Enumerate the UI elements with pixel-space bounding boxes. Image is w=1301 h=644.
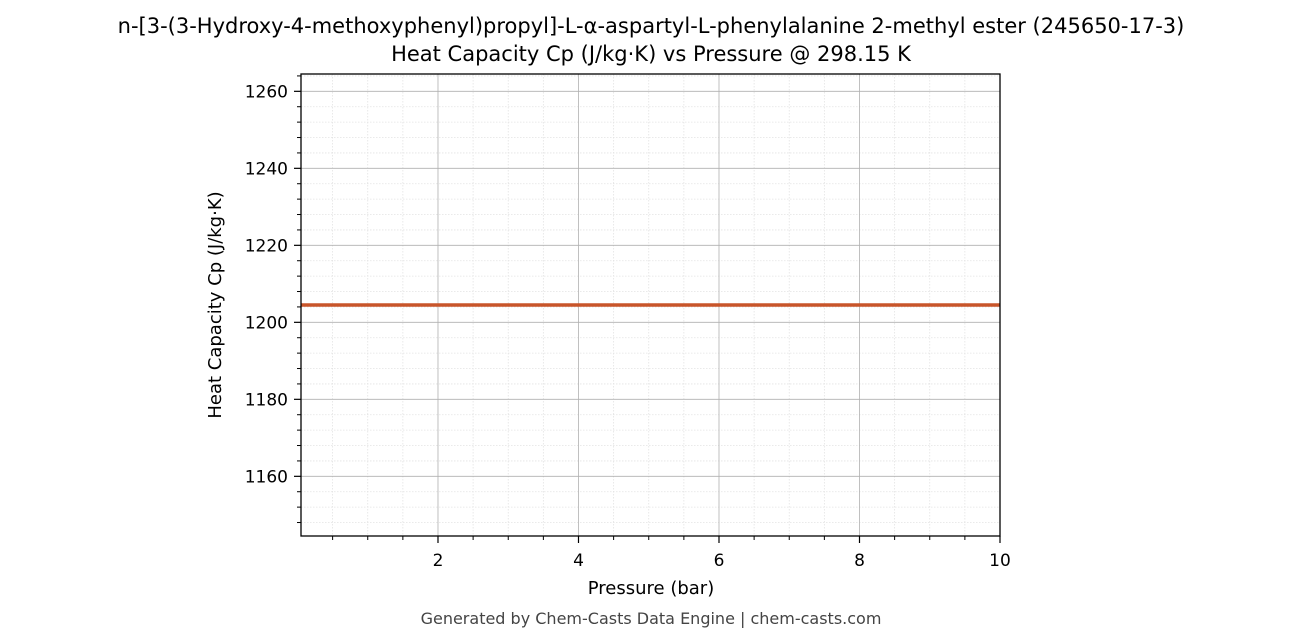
- x-tick-label: 4: [573, 551, 584, 571]
- y-tick-label: 1200: [245, 313, 288, 333]
- y-ticks: 1160 1180 1200 1220 1240 1260: [245, 75, 301, 524]
- x-ticks: 2 4 6 8 10: [332, 536, 1011, 571]
- plot-frame: [300, 73, 1001, 537]
- x-axis-label: Pressure (bar): [588, 578, 714, 599]
- chart-subtitle: Heat Capacity Cp (J/kg·K) vs Pressure @ …: [391, 42, 912, 66]
- footer-credit: Generated by Chem-Casts Data Engine | ch…: [421, 609, 882, 628]
- x-tick-label: 8: [854, 551, 865, 571]
- y-tick-label: 1160: [245, 467, 288, 487]
- y-tick-label: 1180: [245, 390, 288, 410]
- x-tick-label: 2: [433, 551, 444, 571]
- y-tick-label: 1220: [245, 236, 288, 256]
- x-tick-label: 6: [714, 551, 725, 571]
- y-axis-label: Heat Capacity Cp (J/kg·K): [205, 191, 226, 418]
- x-tick-label: 10: [989, 551, 1011, 571]
- chart-title: n-[3-(3-Hydroxy-4-methoxyphenyl)propyl]-…: [118, 14, 1185, 38]
- y-tick-label: 1240: [245, 159, 288, 179]
- y-tick-label: 1260: [245, 82, 288, 102]
- minor-grid: [301, 74, 1000, 536]
